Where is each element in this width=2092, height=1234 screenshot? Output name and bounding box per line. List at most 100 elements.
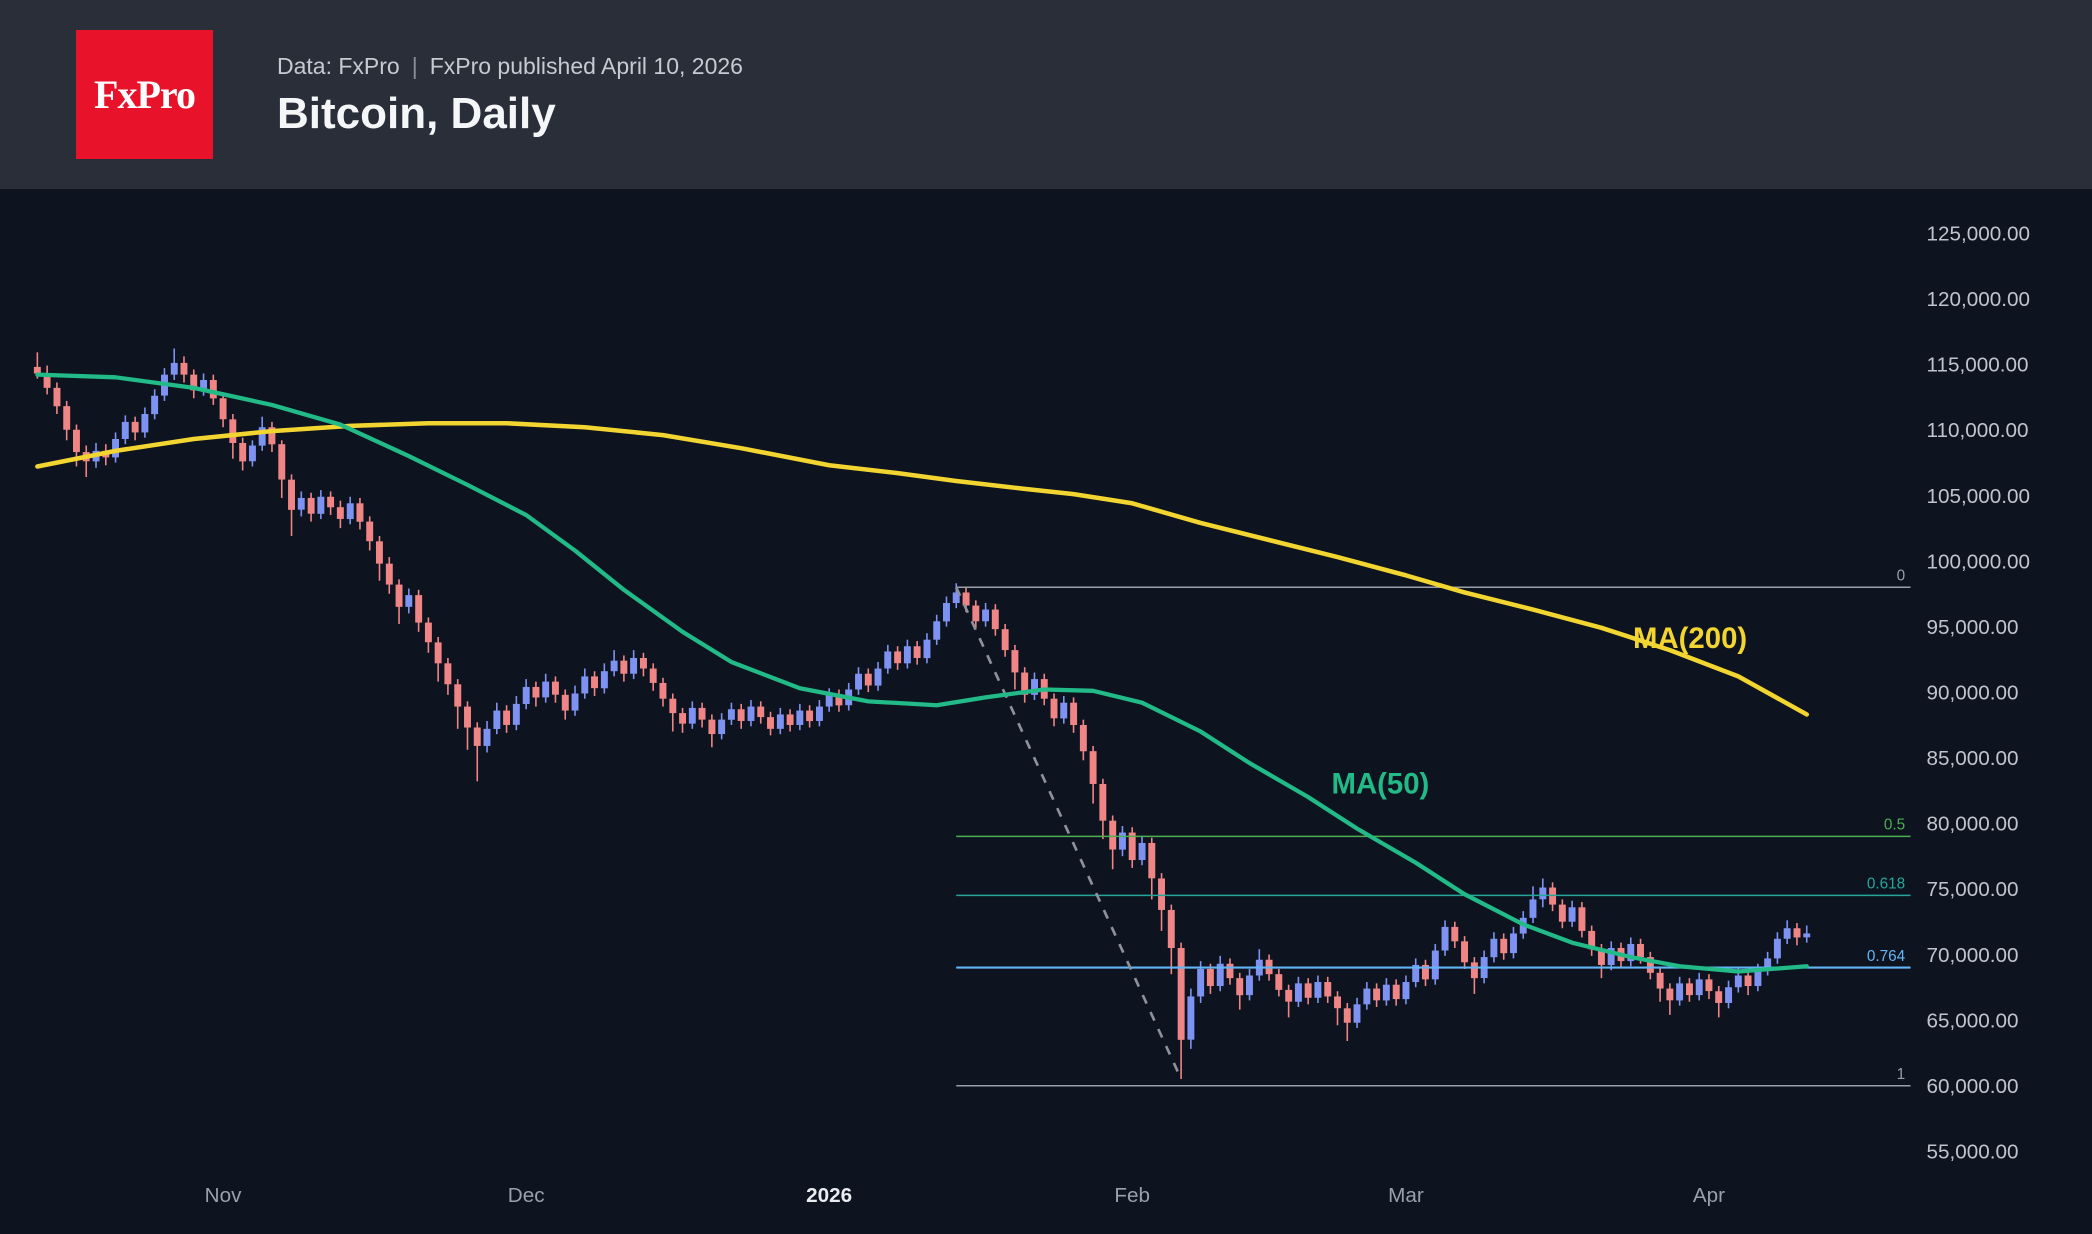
candle-body [366, 521, 374, 542]
candle-body [1206, 968, 1214, 987]
fib-label-0.764: 0.764 [1867, 948, 1906, 965]
candle-body [835, 694, 843, 706]
candle-body [473, 727, 481, 746]
candle-body [1588, 930, 1596, 950]
candle-body [1715, 991, 1723, 1003]
candle-body [53, 387, 61, 407]
candle-body [239, 442, 247, 462]
candle-body [297, 497, 305, 510]
candle-body [1314, 982, 1322, 998]
candle-body [1334, 996, 1341, 1009]
candle-body [825, 694, 833, 707]
candle-body [375, 541, 383, 564]
price-chart: 0 0.5 0.618 0.764 1 MA(200) MA(50) 55,000.00 60,… [33, 222, 2030, 1207]
candle-body [1324, 982, 1332, 997]
separator: | [411, 53, 418, 79]
candle-body [209, 379, 217, 399]
candle-body [884, 651, 892, 669]
candle-body [1607, 947, 1615, 966]
candle-body [962, 592, 970, 606]
candle-body [923, 639, 931, 659]
candle-body [1099, 783, 1107, 821]
candle-body [1236, 978, 1244, 996]
y-axis-label: 110,000.00 [1927, 419, 2029, 442]
chart-source-line: Data: FxPro | FxPro published April 10, 20… [277, 53, 743, 80]
candle-body [1216, 963, 1224, 987]
y-axis-label: 65,000.00 [1927, 1009, 2019, 1032]
header-text-block: Data: FxPro | FxPro published April 10, 20… [277, 53, 743, 136]
candle-body [1597, 949, 1605, 965]
candle-body [522, 686, 530, 705]
candle-body [1558, 904, 1566, 922]
candle-body [943, 602, 950, 622]
candle-body [1451, 926, 1459, 942]
candle-body [1167, 909, 1175, 948]
candle-body [121, 421, 129, 439]
candle-body [796, 710, 804, 725]
candle-body [767, 717, 774, 729]
y-axis-label: 90,000.00 [1927, 681, 2019, 704]
candle-body [1070, 702, 1078, 725]
candle-body [151, 395, 159, 415]
candle-body [640, 657, 647, 669]
candle-body [327, 496, 335, 508]
candle-body [874, 668, 882, 686]
candle-body [1275, 974, 1283, 990]
candle-body [972, 605, 980, 622]
candle-body [1226, 963, 1234, 979]
candle-body [278, 444, 286, 480]
candle-body [512, 703, 520, 725]
candle-body [1744, 975, 1752, 987]
x-axis-label-2026: 2026 [806, 1184, 852, 1207]
candle-body [1353, 1004, 1361, 1023]
candle-body [1676, 983, 1684, 1001]
x-axis-label-Nov: Nov [205, 1184, 242, 1207]
candle-body [1373, 988, 1381, 1001]
y-axis-label: 70,000.00 [1927, 944, 2019, 967]
y-axis-label: 85,000.00 [1927, 747, 2019, 770]
candle-body [1177, 947, 1185, 1040]
candle-body [1764, 958, 1772, 971]
y-axis-label: 60,000.00 [1927, 1075, 2019, 1098]
candle-body [610, 660, 618, 672]
candle-body [913, 646, 921, 658]
y-axis-label: 75,000.00 [1927, 878, 2019, 901]
candle-body [1793, 928, 1801, 938]
candle-body [1197, 968, 1205, 997]
candle-body [1128, 832, 1136, 861]
candle-body [33, 366, 41, 374]
candle-body [532, 686, 540, 698]
candle-body [493, 710, 501, 729]
candle-body [268, 427, 276, 445]
data-source-label: Data: FxPro [277, 53, 400, 79]
candle-body [688, 707, 696, 724]
candle-body [1089, 751, 1097, 784]
candle-body [1734, 975, 1742, 988]
candle-body [1510, 933, 1517, 954]
candle-body [307, 497, 315, 514]
ma200-label: MA(200) [1633, 622, 1747, 655]
candle-body [1705, 979, 1713, 992]
candle-body [727, 709, 735, 720]
candle-body [1539, 887, 1547, 900]
candle-body [1490, 938, 1498, 958]
candle-body [1343, 1008, 1351, 1023]
candle-body [649, 668, 657, 683]
candle-body [200, 379, 208, 391]
candle-body [1031, 679, 1038, 695]
candle-body [229, 419, 237, 443]
candle-body [141, 414, 149, 433]
candle-body [757, 706, 765, 718]
candle-body [1412, 964, 1420, 983]
header-bar: FxPro Data: FxPro | FxPro published April … [0, 0, 2092, 189]
candle-body [1148, 842, 1156, 879]
candle-body [1138, 842, 1146, 861]
candle-body [454, 684, 462, 707]
y-axis-label: 95,000.00 [1927, 616, 2019, 639]
candle-body [190, 374, 198, 391]
candle-body [1627, 943, 1635, 962]
candle-body [679, 713, 687, 724]
price-chart-area: 0 0.5 0.618 0.764 1 MA(200) MA(50) 55,000.00 60,… [0, 189, 2092, 1234]
y-axis-label: 80,000.00 [1927, 813, 2019, 836]
candle-body [43, 373, 51, 388]
